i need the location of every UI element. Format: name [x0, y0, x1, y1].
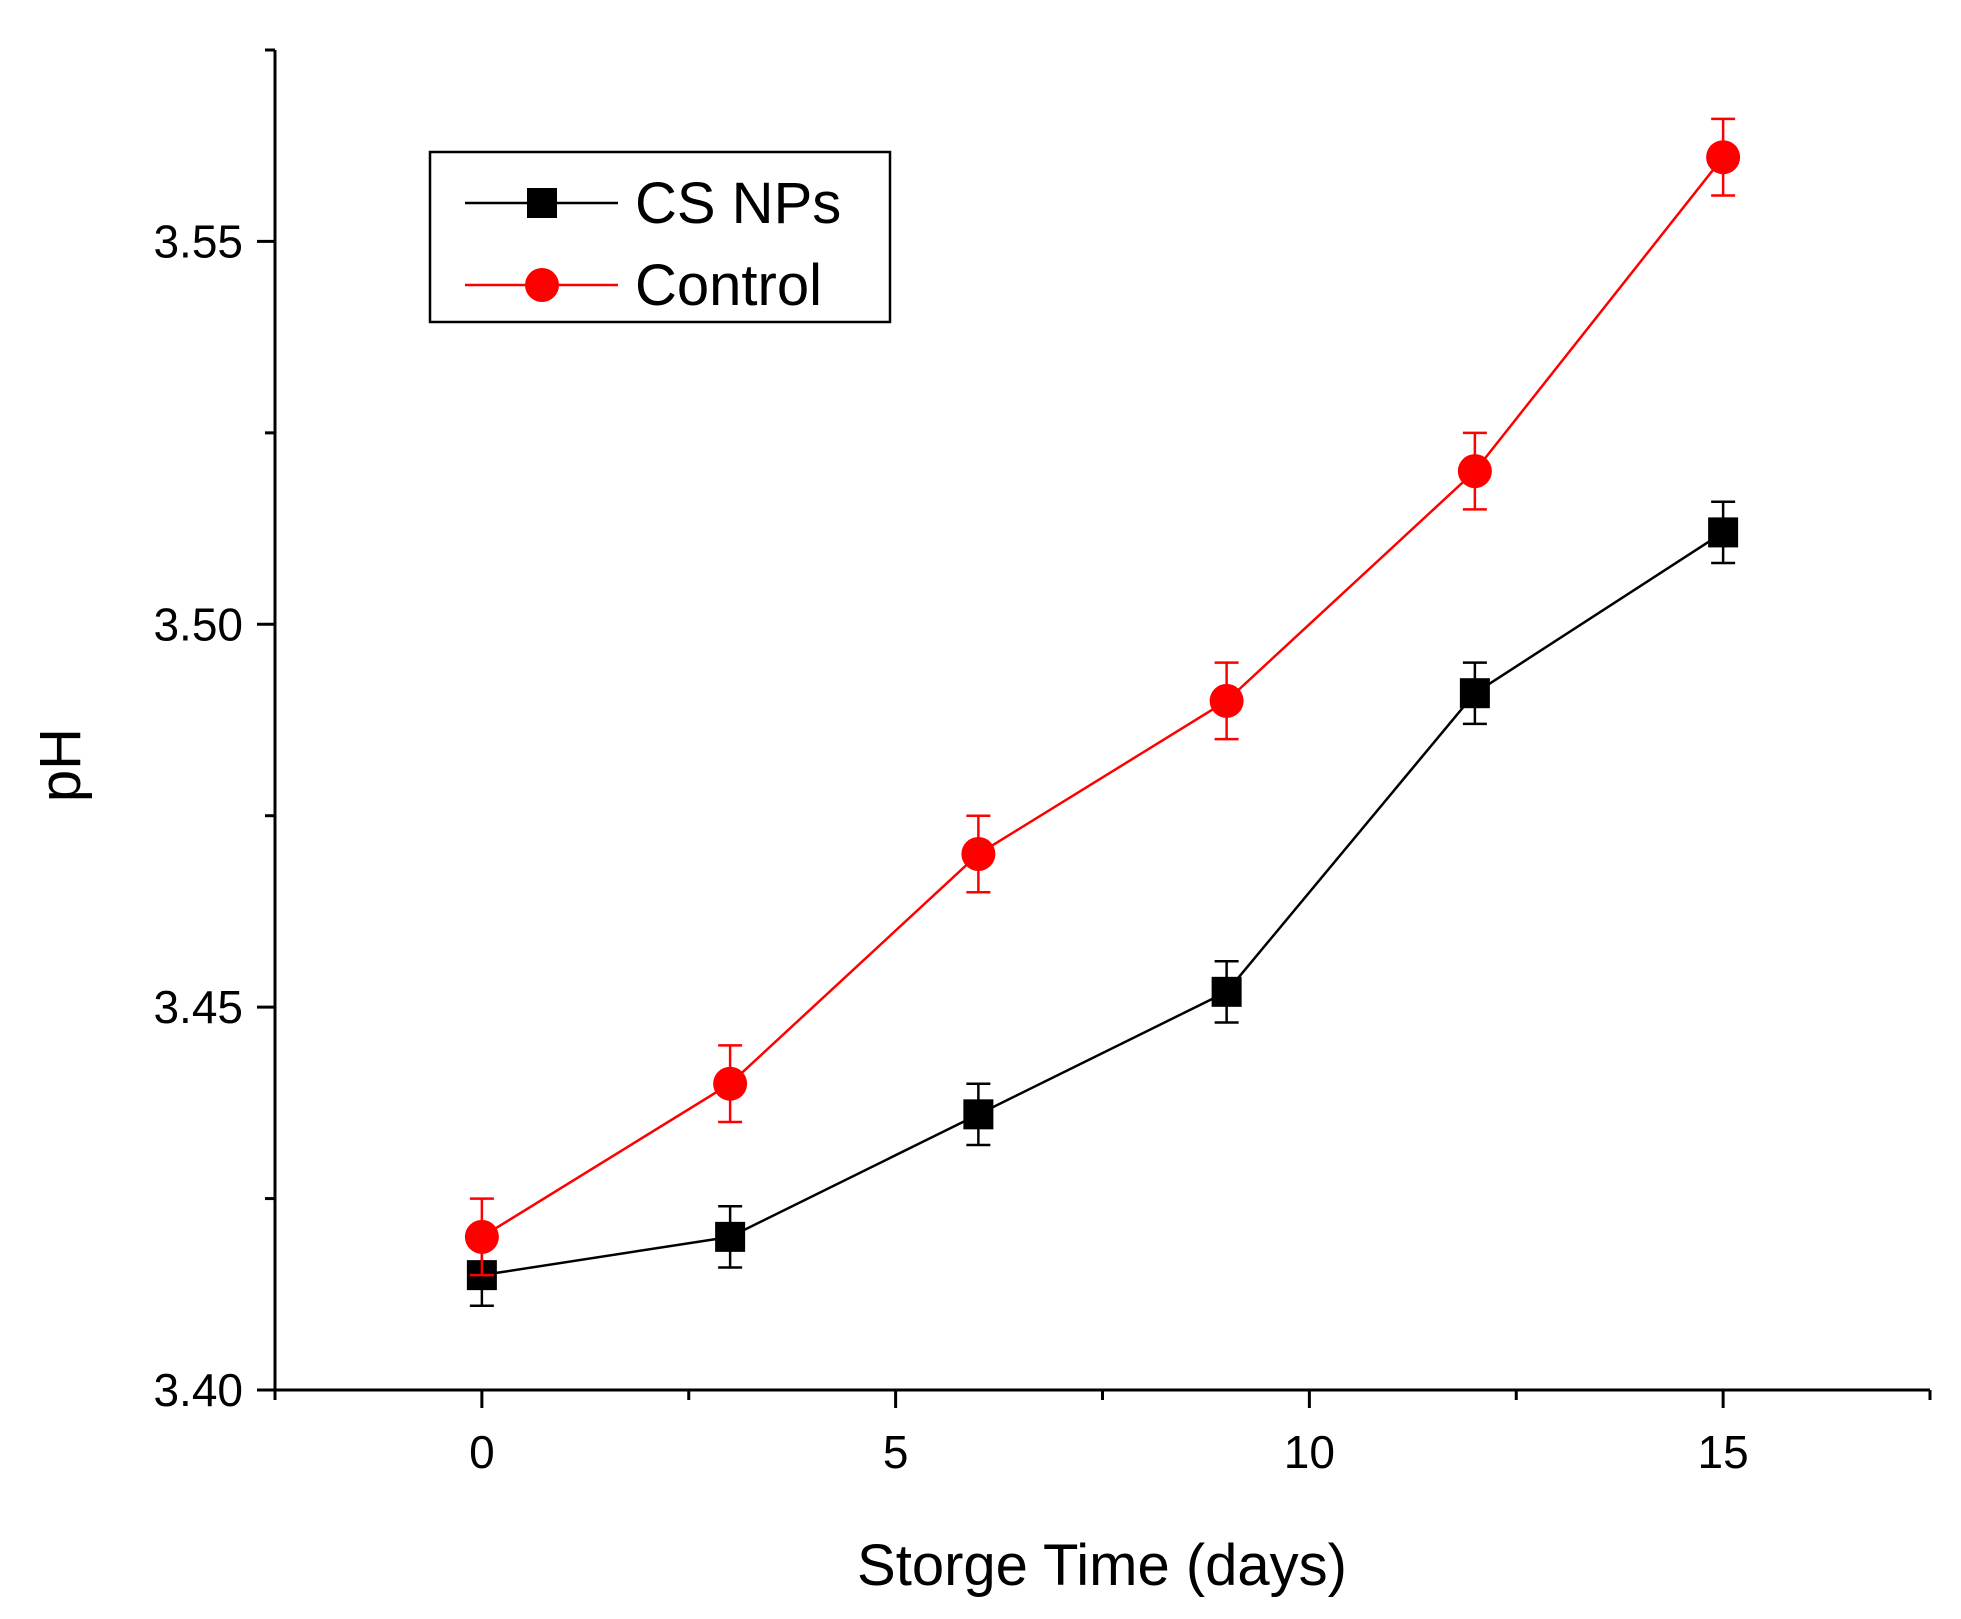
point-cs-nps-4 — [1459, 678, 1490, 709]
y-tick-label-0: 3.40 — [153, 1364, 243, 1416]
series-line-cs-nps — [481, 531, 1724, 1277]
point-control-5 — [1706, 140, 1741, 175]
series-layer — [464, 117, 1741, 1308]
legend-marker-cs-nps — [527, 188, 557, 218]
point-cs-nps-1 — [715, 1221, 746, 1252]
legend-label-control: Control — [635, 253, 822, 318]
point-control-4 — [1457, 454, 1492, 489]
legend-box — [428, 150, 892, 324]
x-tick-label-0: 0 — [469, 1426, 495, 1478]
ticks-layer: 0 5 10 15 3.40 3.45 3.50 3.55 — [153, 48, 1932, 1478]
series-control — [464, 117, 1741, 1277]
y-tick-label-3: 3.55 — [153, 215, 243, 267]
point-control-1 — [713, 1066, 748, 1101]
x-axis-title: Storge Time (days) — [857, 1533, 1347, 1598]
y-tick-label-2: 3.50 — [153, 598, 243, 650]
y-axis-title: pH — [28, 728, 93, 802]
x-tick-label-3: 15 — [1698, 1426, 1749, 1478]
legend: CS NPs Control — [428, 150, 892, 324]
legend-marker-control — [525, 268, 559, 302]
x-tick-label-1: 5 — [883, 1426, 909, 1478]
point-cs-nps-2 — [963, 1099, 994, 1130]
legend-label-cs-nps: CS NPs — [635, 171, 841, 236]
point-cs-nps-3 — [1211, 976, 1242, 1007]
point-cs-nps-5 — [1708, 517, 1739, 548]
point-control-2 — [961, 837, 996, 871]
point-control-0 — [464, 1219, 499, 1254]
series-line-control — [481, 156, 1725, 1238]
point-control-3 — [1209, 683, 1244, 718]
series-cs-nps — [466, 500, 1739, 1308]
x-tick-label-2: 10 — [1284, 1426, 1335, 1478]
y-tick-label-1: 3.45 — [153, 981, 243, 1033]
